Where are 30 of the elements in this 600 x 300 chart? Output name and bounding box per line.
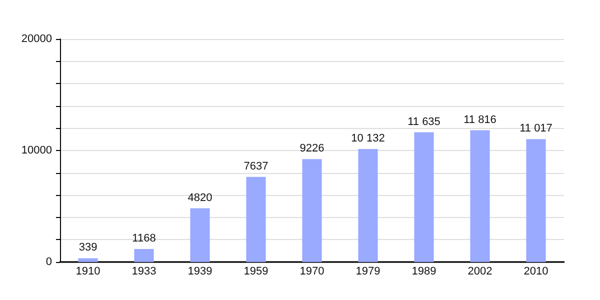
x-tick-label: 1910 [76,266,100,278]
x-tick-label: 1989 [412,266,436,278]
x-tick-label: 1970 [300,266,324,278]
data-label: 7637 [244,160,268,172]
x-tick-label: 1959 [244,266,268,278]
data-label: 9226 [300,142,324,155]
bar [302,159,322,262]
bar [470,130,490,262]
data-label: 339 [78,242,98,254]
data-label: 4820 [188,192,212,204]
x-tick-label: 1933 [132,266,156,278]
y-tick-label: 10000 [21,144,52,156]
data-label: 11 017 [520,122,552,135]
bar [358,149,378,262]
data-label: 11 635 [408,116,440,128]
bar [134,248,154,262]
x-tick-label: 2002 [468,266,492,278]
x-tick-label: 2010 [524,266,548,278]
bar [246,176,266,262]
bar [526,139,546,262]
data-label: 1168 [132,232,156,244]
bar [414,132,434,262]
x-tick-label: 1979 [356,266,380,278]
x-tick-label: 1939 [188,266,212,278]
y-tick-label: 20000 [21,33,52,45]
data-label: 10 132 [351,132,385,145]
data-label: 11 816 [464,114,496,126]
bar [190,208,210,262]
y-tick-label: 0 [46,256,52,268]
bar [78,258,98,262]
